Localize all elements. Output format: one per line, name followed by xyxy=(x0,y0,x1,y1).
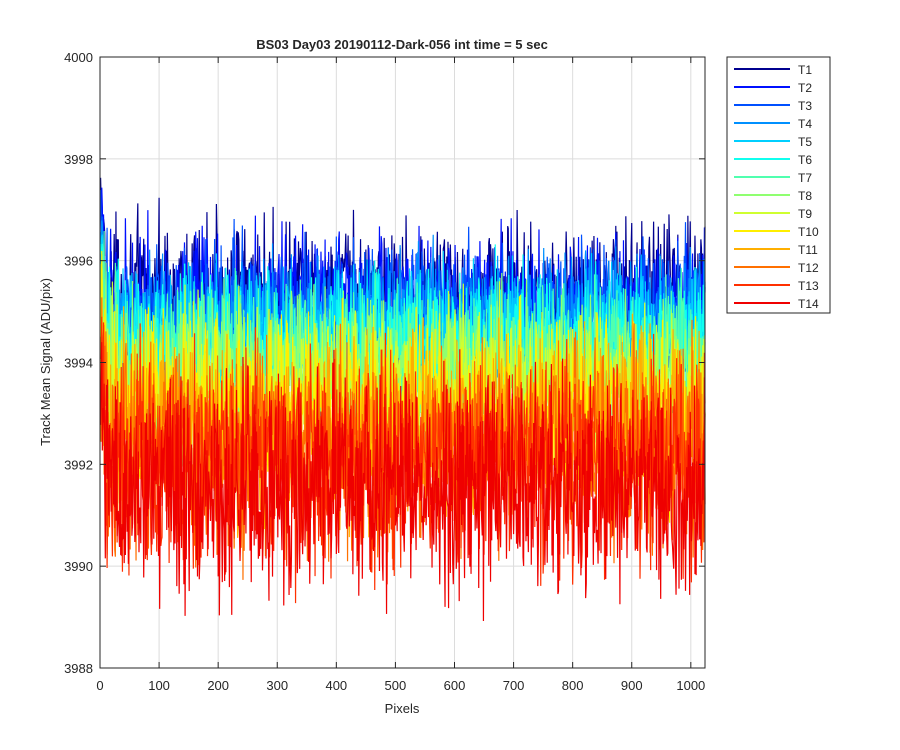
x-tick-label: 700 xyxy=(503,678,525,693)
y-tick-label: 3990 xyxy=(64,559,93,574)
legend-box xyxy=(726,56,831,314)
legend-label-t6: T6 xyxy=(798,153,812,167)
x-tick-label: 100 xyxy=(148,678,170,693)
x-tick-label: 300 xyxy=(266,678,288,693)
legend-label-t12: T12 xyxy=(798,261,819,275)
legend-label-t13: T13 xyxy=(798,279,819,293)
x-tick-label: 600 xyxy=(444,678,466,693)
y-ticks: 3988 3990 3992 3994 3996 3998 4000 xyxy=(64,50,705,676)
x-tick-label: 1000 xyxy=(676,678,705,693)
y-tick-label: 3988 xyxy=(64,661,93,676)
y-tick-label: 3998 xyxy=(64,152,93,167)
y-tick-label: 3992 xyxy=(64,457,93,472)
x-tick-label: 400 xyxy=(325,678,347,693)
x-tick-label: 900 xyxy=(621,678,643,693)
legend-label-t3: T3 xyxy=(798,99,812,113)
chart-title: BS03 Day03 20190112-Dark-056 int time = … xyxy=(256,37,548,52)
series-line-t14 xyxy=(99,342,706,622)
x-tick-label: 500 xyxy=(385,678,407,693)
legend-label-t2: T2 xyxy=(798,81,812,95)
legend-label-t10: T10 xyxy=(798,225,819,239)
x-tick-label: 800 xyxy=(562,678,584,693)
y-axis-label: Track Mean Signal (ADU/pix) xyxy=(38,278,53,446)
x-ticks: 0 100 200 300 400 500 600 700 800 900 1000 xyxy=(96,57,705,693)
y-tick-label: 4000 xyxy=(64,50,93,65)
legend-label-t5: T5 xyxy=(798,135,812,149)
x-tick-label: 200 xyxy=(207,678,229,693)
legend-label-t11: T11 xyxy=(798,243,818,257)
y-tick-label: 3994 xyxy=(64,356,93,371)
x-axis-label: Pixels xyxy=(385,701,420,716)
x-tick-label: 0 xyxy=(96,678,103,693)
legend-label-t4: T4 xyxy=(798,117,812,131)
legend-label-t1: T1 xyxy=(798,63,812,77)
plot-area: 0 100 200 300 400 500 600 700 800 900 1000 3988 399… xyxy=(64,50,706,693)
legend: T1 T2 T3 T4 T5 T6 T7 T8 T9 T10 T11 T12 T13 T14 xyxy=(726,56,831,314)
legend-label-t14: T14 xyxy=(798,297,819,311)
y-tick-label: 3996 xyxy=(64,254,93,269)
legend-label-t8: T8 xyxy=(798,189,812,203)
legend-label-t7: T7 xyxy=(798,171,812,185)
series-layer xyxy=(99,177,706,622)
legend-label-t9: T9 xyxy=(798,207,812,221)
